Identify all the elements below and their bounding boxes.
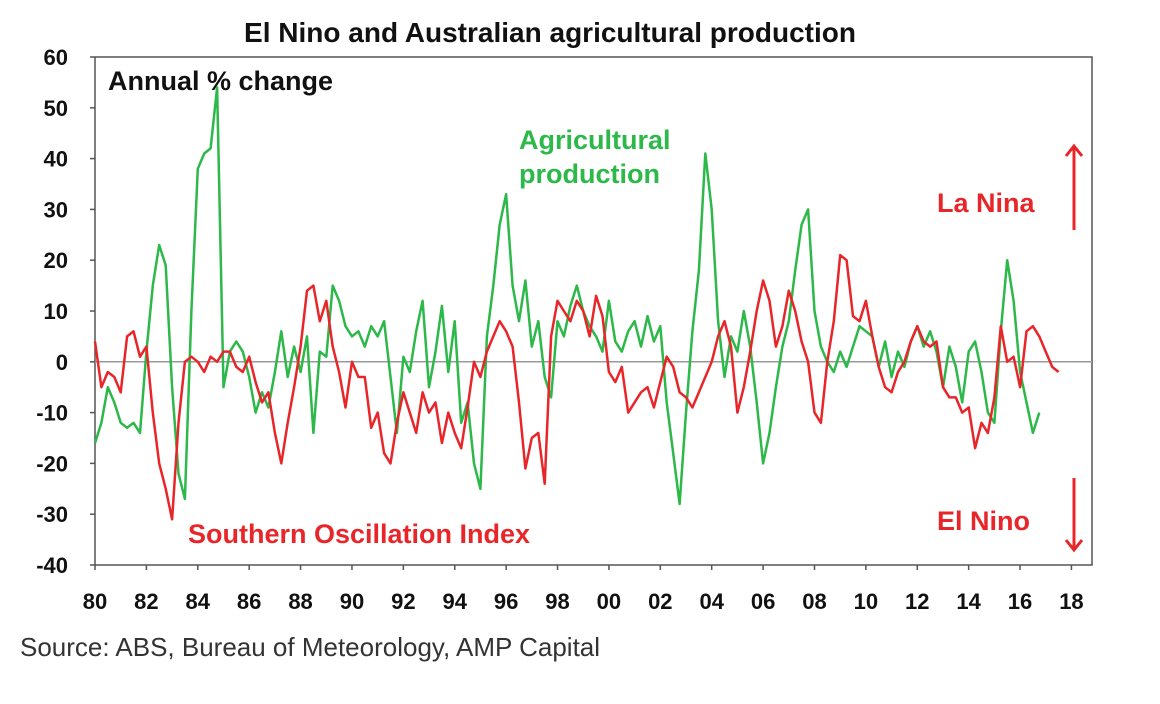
y-tick-label: 0: [56, 350, 68, 375]
agricultural-production-line: [93, 86, 1041, 506]
series-lines: [93, 86, 1060, 521]
x-tick-label: 16: [1008, 589, 1032, 614]
la-nina-label: La Nina: [937, 188, 1036, 218]
el-nino-label: El Nino: [937, 506, 1030, 536]
x-tick-label: 98: [545, 589, 569, 614]
chart-title: El Nino and Australian agricultural prod…: [244, 17, 856, 48]
y-tick-label: 40: [44, 147, 68, 172]
y-tick-label: -10: [36, 401, 68, 426]
x-tick-label: 10: [854, 589, 878, 614]
y-tick-label: 60: [44, 45, 68, 70]
soi-line: [93, 253, 1060, 521]
x-tick-label: 88: [288, 589, 312, 614]
x-tick-label: 84: [186, 589, 211, 614]
x-tick-label: 00: [597, 589, 621, 614]
x-tick-label: 14: [956, 589, 981, 614]
down-arrow-icon: [1064, 478, 1084, 553]
source-note: Source: ABS, Bureau of Meteorology, AMP …: [20, 632, 601, 662]
y-tick-label: -30: [36, 502, 68, 527]
y-tick-label: 20: [44, 248, 68, 273]
y-tick-label: 10: [44, 299, 68, 324]
x-tick-label: 96: [494, 589, 518, 614]
up-arrow-icon: [1064, 143, 1084, 230]
x-tick-label: 92: [391, 589, 415, 614]
x-tick-label: 06: [751, 589, 775, 614]
x-tick-label: 18: [1059, 589, 1083, 614]
x-tick-label: 80: [83, 589, 107, 614]
chart-subtitle: Annual % change: [108, 66, 333, 96]
y-tick-label: -20: [36, 451, 68, 476]
x-tick-label: 12: [905, 589, 929, 614]
axes: -40 -30 -20 -10 0 10 20 30 40 50 60 80 82 84 86 88 90 92 9…: [36, 45, 1083, 614]
y-tick-label: 50: [44, 96, 68, 121]
x-tick-label: 82: [134, 589, 158, 614]
agri-series-label-line1: Agricultural: [519, 125, 671, 155]
x-tick-label: 04: [699, 589, 724, 614]
x-tick-label: 90: [340, 589, 364, 614]
y-tick-label: -40: [36, 553, 68, 578]
x-tick-label: 02: [648, 589, 672, 614]
x-tick-label: 86: [237, 589, 261, 614]
soi-series-label: Southern Oscillation Index: [188, 519, 530, 549]
x-tick-label: 08: [802, 589, 826, 614]
x-tick-label: 94: [443, 589, 468, 614]
agri-series-label-line2: production: [519, 159, 660, 189]
y-tick-label: 30: [44, 197, 68, 222]
